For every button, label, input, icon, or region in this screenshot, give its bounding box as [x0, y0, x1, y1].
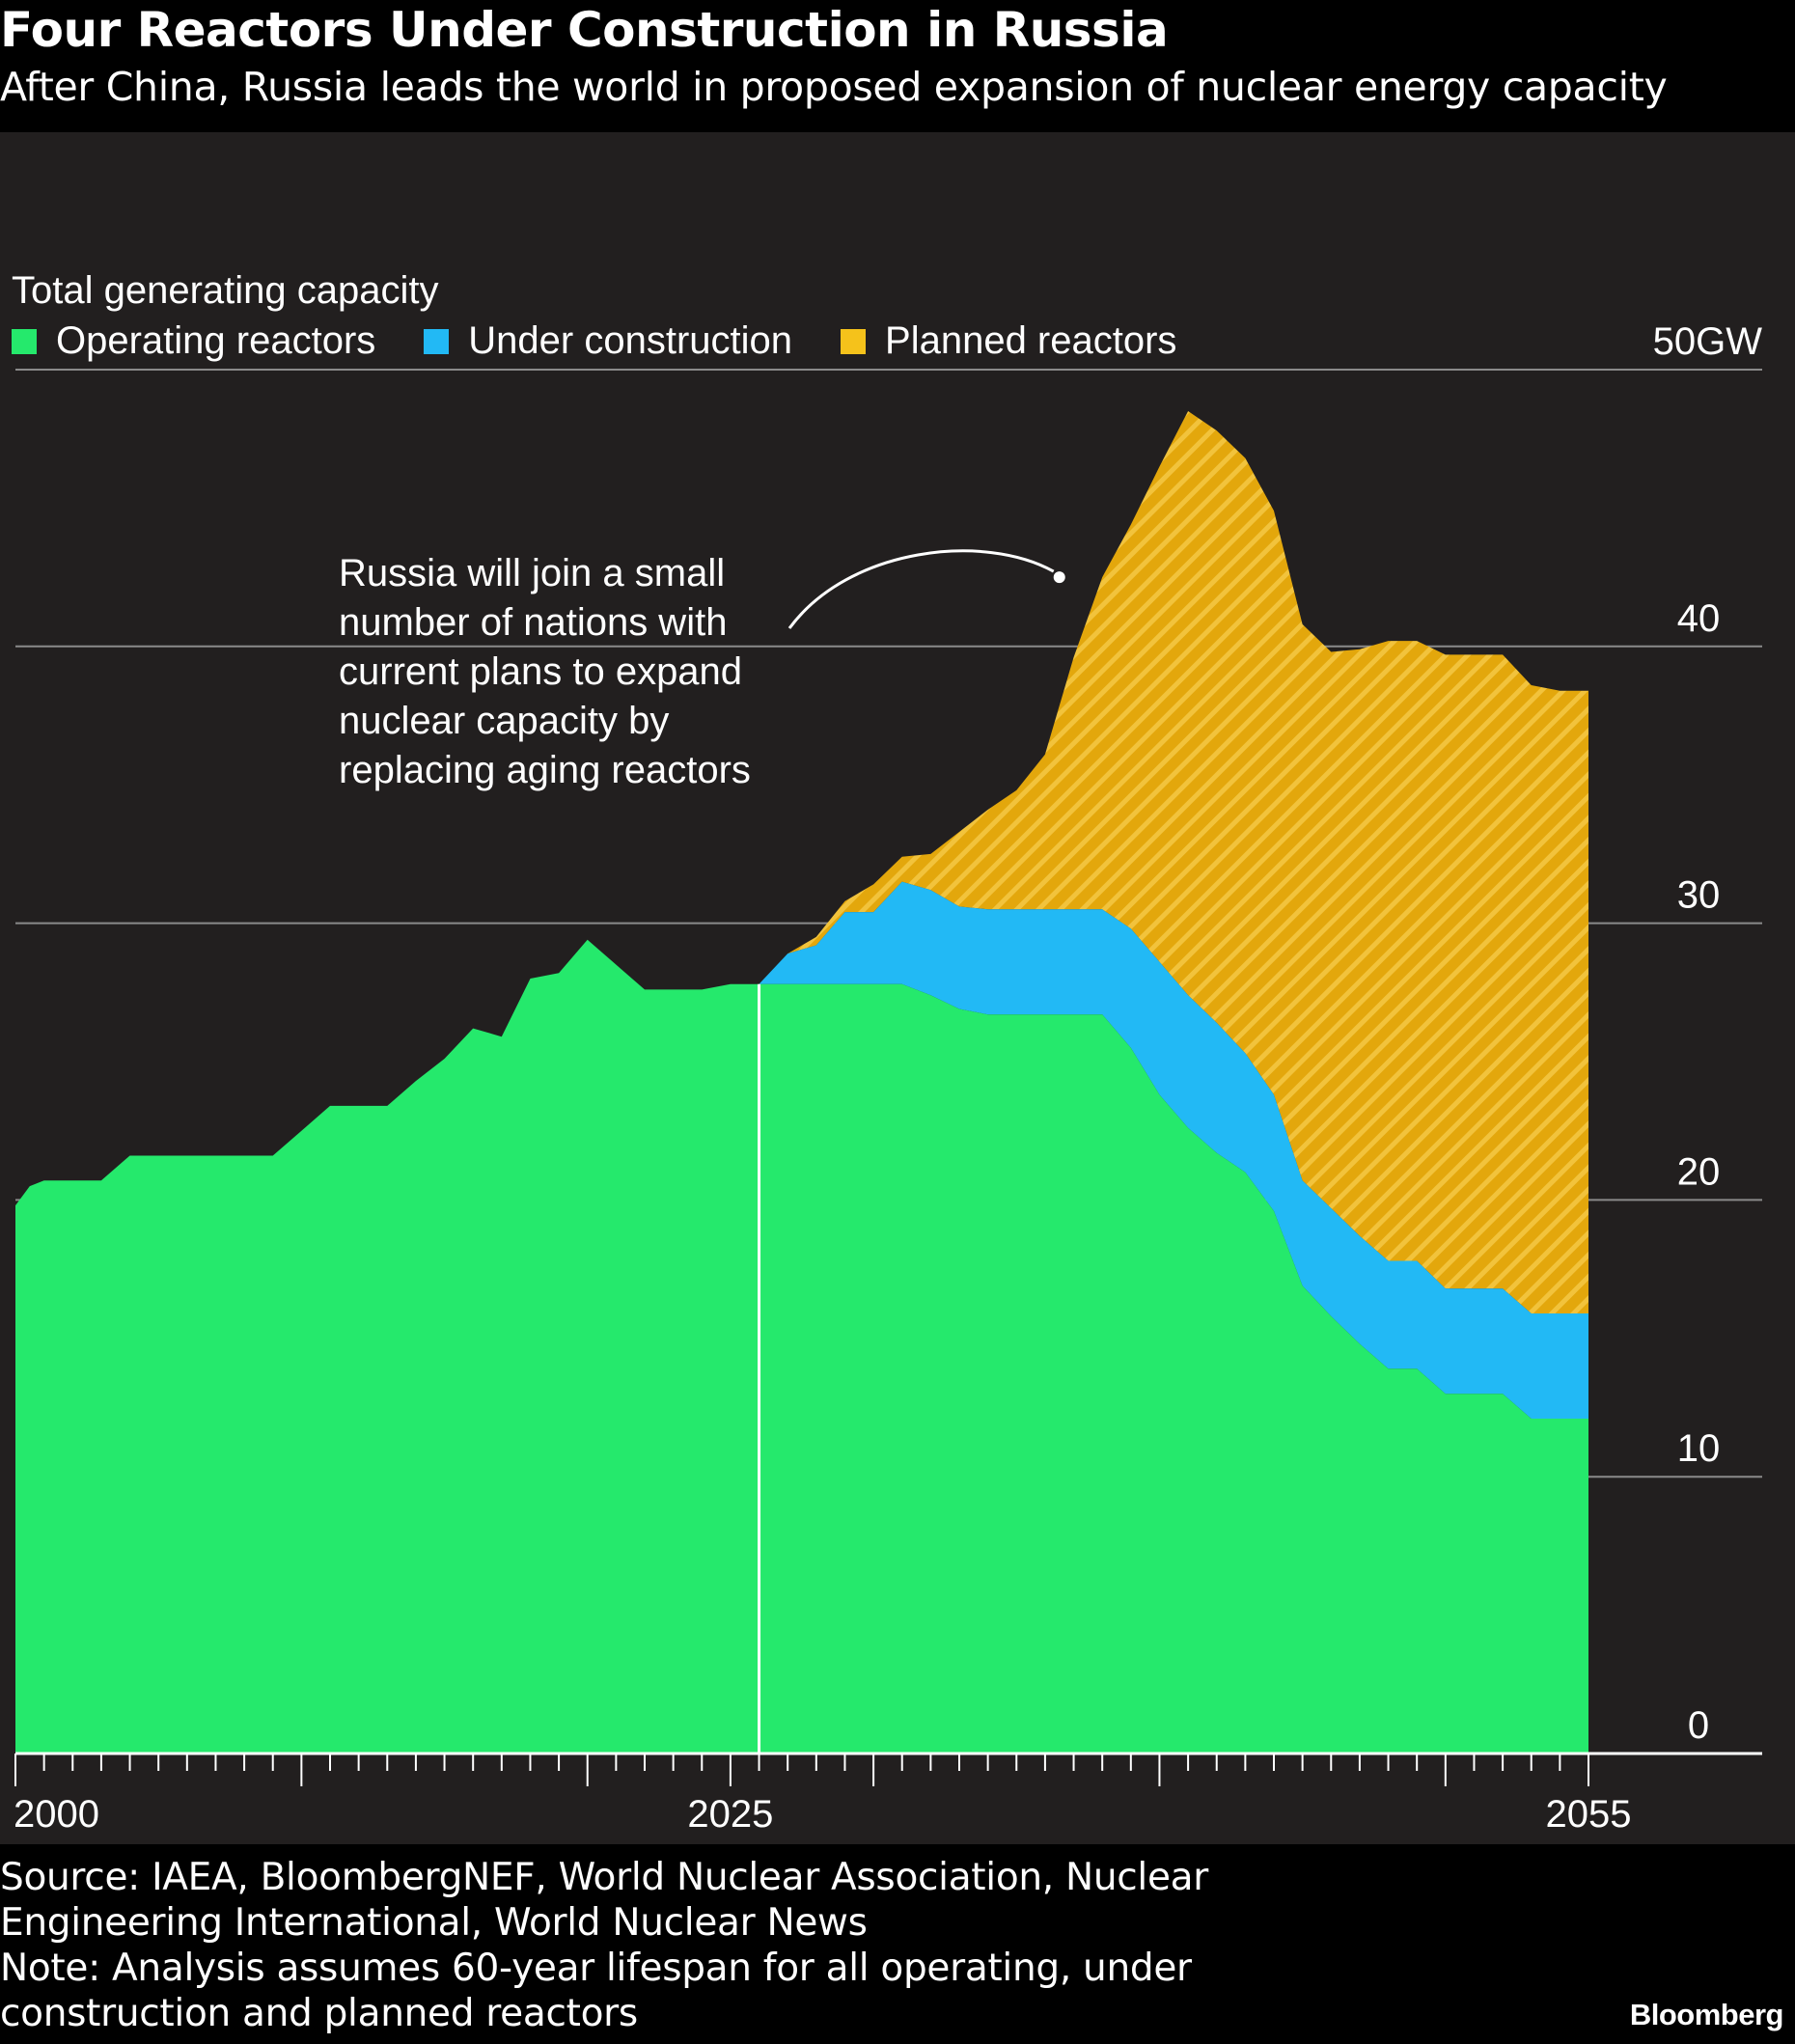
legend-swatch-construction [424, 328, 450, 354]
annotation-line: Russia will join a small [339, 552, 725, 594]
area-operating-reactors [15, 939, 1588, 1754]
legend-item-planned: Planned reactors [841, 319, 1176, 363]
chart-title: Four Reactors Under Construction in Russ… [0, 2, 1169, 58]
legend-label-construction: Under construction [468, 319, 793, 362]
legend-swatch-planned [841, 328, 867, 354]
legend-item-operating: Operating reactors [12, 319, 375, 363]
x-tick-label: 2055 [1546, 1793, 1632, 1836]
axes: 0 10 20 30 40 50GW 2000 2025 2055 [14, 320, 1762, 1836]
annotation-line: replacing aging reactors [339, 749, 751, 791]
annotation-text: Russia will join a small number of nation… [339, 552, 751, 791]
y-tick-label: 0 [1688, 1704, 1709, 1747]
measure-label: Total generating capacity [12, 269, 439, 312]
y-tick-label: 40 [1677, 597, 1721, 640]
source-text-line2: Engineering International, World Nuclear… [0, 1901, 868, 1945]
annotation: Russia will join a small number of nation… [339, 549, 1065, 791]
legend-item-construction: Under construction [424, 319, 792, 363]
y-tick-label: 50GW [1653, 320, 1763, 363]
x-tick-label: 2025 [687, 1793, 773, 1836]
y-tick-label: 10 [1677, 1427, 1721, 1470]
y-tick-label: 20 [1677, 1150, 1721, 1193]
legend: Operating reactors Under construction Pl… [12, 319, 1225, 363]
annotation-line: nuclear capacity by [339, 700, 669, 742]
y-tick-label: 30 [1677, 874, 1721, 917]
area-series [15, 411, 1588, 1754]
bloomberg-logo: Bloomberg [1629, 1998, 1784, 2031]
note-text-line2: construction and planned reactors [0, 1992, 638, 2035]
annotation-line: current plans to expand [339, 650, 742, 693]
legend-label-operating: Operating reactors [56, 319, 376, 362]
area-planned-reactors [759, 411, 1588, 1313]
legend-label-planned: Planned reactors [885, 319, 1177, 362]
annotation-line: number of nations with [339, 601, 727, 644]
chart-subtitle: After China, Russia leads the world in p… [0, 64, 1668, 110]
annotation-dot [1053, 571, 1065, 584]
x-tick-label: 2000 [14, 1793, 99, 1836]
chart-panel: Total generating capacity Operating reac… [0, 132, 1795, 1844]
area-under-construction [759, 881, 1588, 1419]
source-text: Source: IAEA, BloombergNEF, World Nuclea… [0, 1856, 1208, 1899]
note-text: Note: Analysis assumes 60-year lifespan … [0, 1947, 1192, 1990]
footer: Source: IAEA, BloombergNEF, World Nuclea… [0, 1855, 1208, 2036]
legend-swatch-operating [12, 328, 37, 354]
area-chart: 0 10 20 30 40 50GW 2000 2025 2055 Russia will jo… [14, 320, 1762, 1836]
annotation-arrow [787, 549, 1055, 629]
